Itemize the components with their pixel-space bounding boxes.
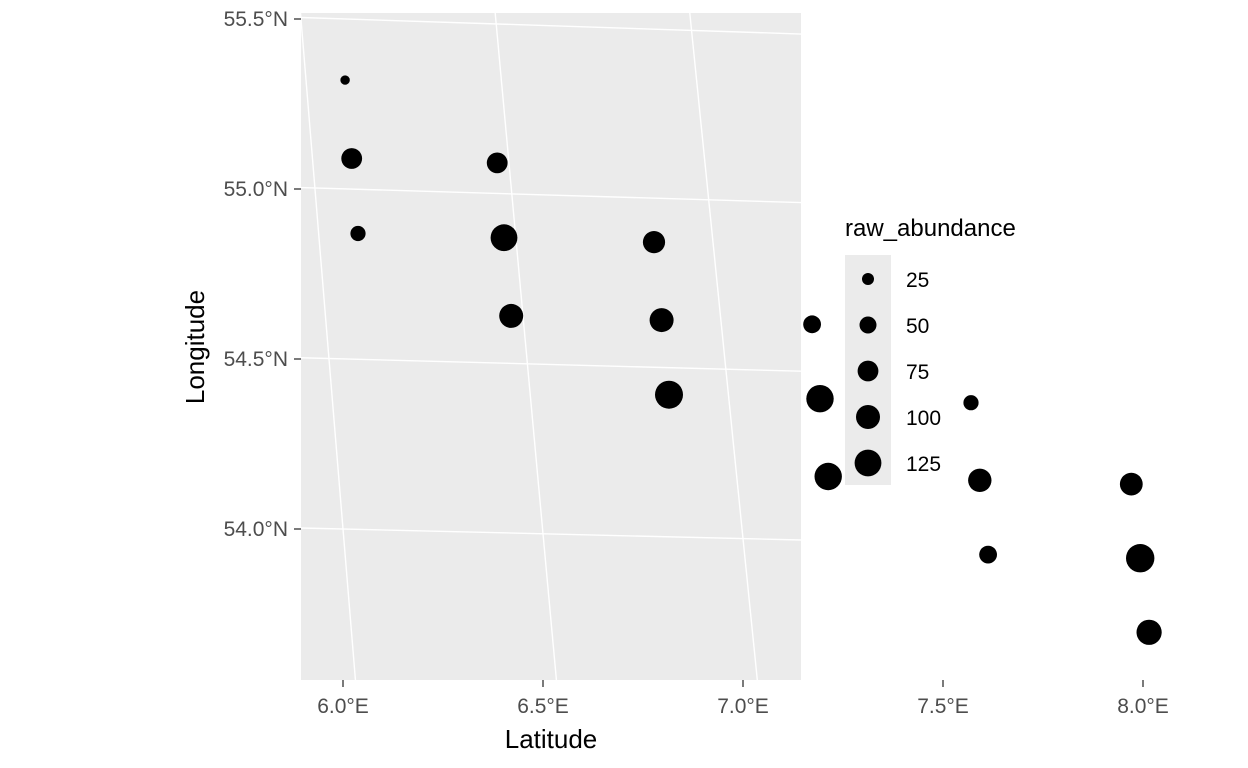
data-point [655,380,683,409]
y-tick-label: 54.5°N [224,348,288,371]
data-point [1136,619,1162,645]
x-tick-label: 7.0°E [717,695,769,718]
legend-key-label: 50 [906,315,929,338]
graticule-meridian [879,0,969,768]
legend-key-circle [857,360,879,382]
y-axis: 54.0°N 54.5°N 55.0°N 55.5°N [224,8,301,541]
x-axis: 6.0°E 6.5°E 7.0°E 7.5°E 8.0°E [317,680,1169,718]
y-tick-label: 54.0°N [224,518,288,541]
y-tick-label: 55.0°N [224,178,288,201]
data-point [490,224,518,252]
data-point [806,385,834,413]
x-tick-label: 8.0°E [1117,695,1169,718]
x-tick-label: 6.5°E [517,695,569,718]
data-point [642,231,666,254]
plot-panel [301,13,801,680]
data-point [963,395,979,411]
data-point [1126,544,1155,573]
legend-key-circle [854,449,882,477]
legend-key-circle [856,405,880,429]
legend-key-label: 75 [906,361,929,384]
graticule-parallel [301,527,801,541]
graticule-meridian [1074,0,1171,768]
data-point [1119,472,1143,496]
data-point [814,462,842,491]
x-tick-label: 7.5°E [917,695,969,718]
graticule-lines [301,0,1171,768]
graticule-parallel [301,16,801,35]
data-point [340,75,350,85]
legend-key-label: 25 [906,269,929,292]
data-points [340,75,1162,645]
y-tick-label: 55.5°N [224,8,288,31]
data-point [499,303,524,328]
legend-key-circle [859,316,877,334]
data-point [649,308,674,333]
data-point [968,468,992,492]
data-point [803,315,821,334]
x-axis-title: Latitude [505,724,598,754]
size-legend: raw_abundance 25 50 75 100 125 [845,215,1016,485]
y-axis-title: Longitude [180,290,210,404]
legend-key-circle [862,273,874,285]
data-point [979,545,997,564]
data-point [486,152,508,174]
legend-keys: 25 50 75 100 125 [854,269,941,477]
data-point [350,225,366,242]
legend-key-label: 100 [906,407,941,430]
legend-key-label: 125 [906,453,941,476]
graticule-parallel [301,357,801,372]
x-tick-label: 6.0°E [317,695,369,718]
graticule-parallel [301,186,801,204]
data-point [341,148,363,169]
legend-title: raw_abundance [845,215,1016,242]
